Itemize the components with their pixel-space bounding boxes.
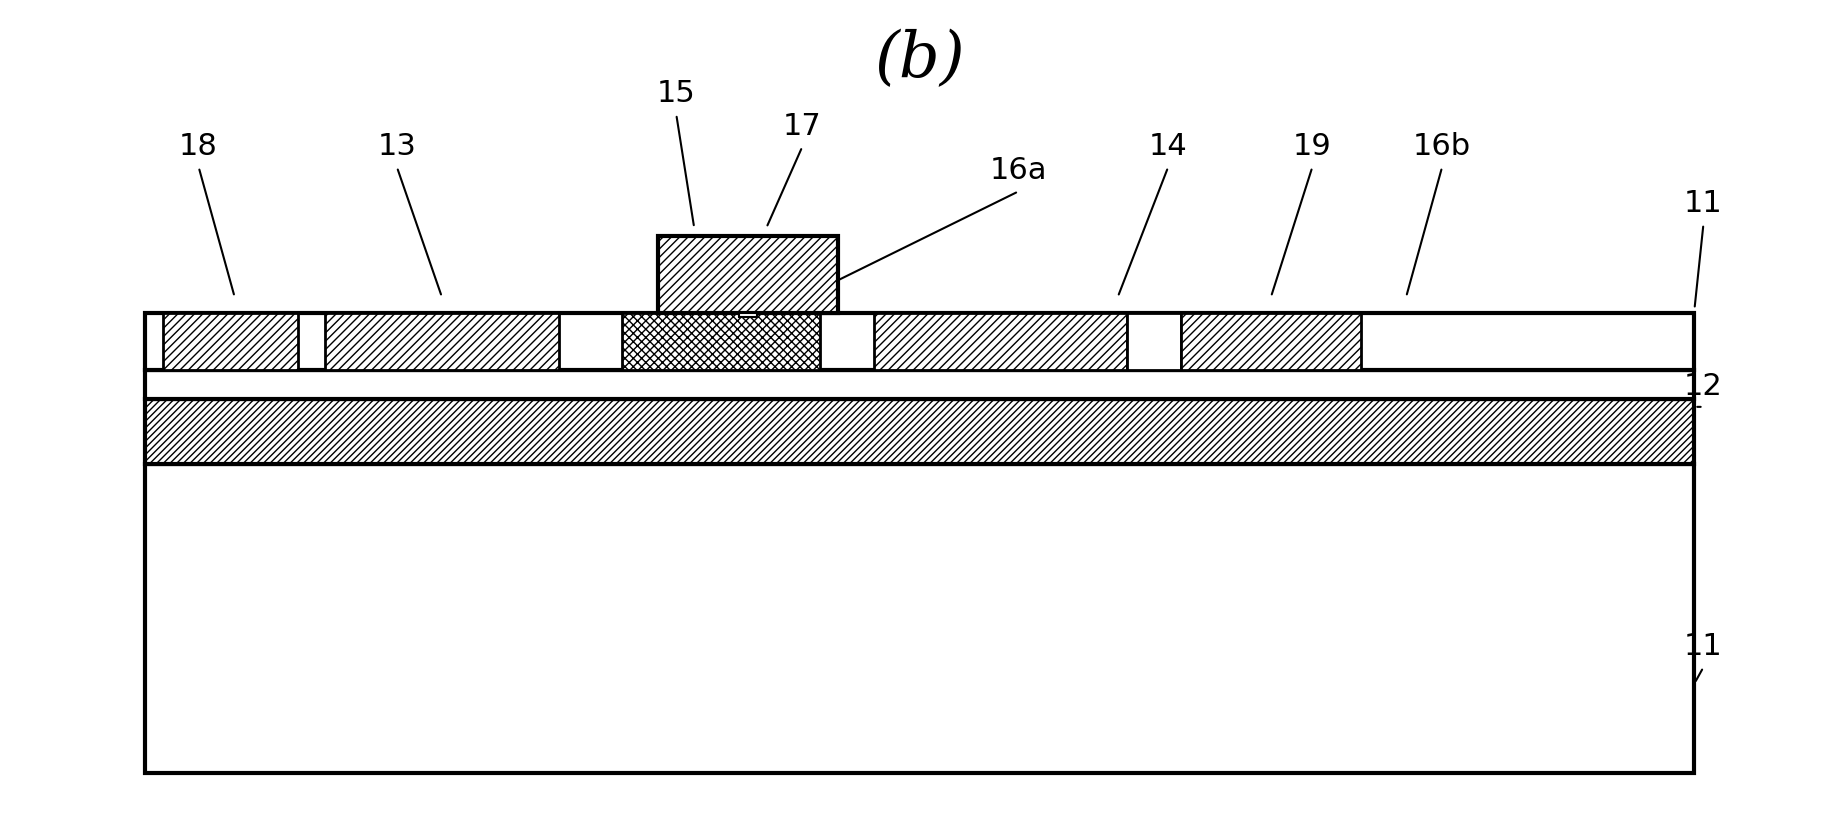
Bar bbox=[145, 464, 1694, 773]
Bar bbox=[739, 313, 758, 317]
Text: 14: 14 bbox=[1149, 132, 1188, 161]
Text: 16a: 16a bbox=[989, 157, 1048, 185]
Bar bbox=[622, 313, 820, 370]
Bar bbox=[1127, 313, 1181, 370]
Text: 16b: 16b bbox=[1412, 132, 1471, 161]
Bar bbox=[145, 398, 1694, 464]
Text: 13: 13 bbox=[377, 132, 416, 161]
Bar bbox=[162, 313, 298, 370]
Text: 18: 18 bbox=[178, 132, 219, 161]
Text: 11: 11 bbox=[1685, 632, 1723, 662]
Bar bbox=[326, 313, 559, 370]
Text: 17: 17 bbox=[783, 112, 822, 141]
Bar bbox=[1181, 313, 1361, 370]
Text: 11: 11 bbox=[1685, 189, 1723, 218]
Bar bbox=[658, 236, 839, 313]
Bar bbox=[145, 370, 1694, 398]
Bar bbox=[145, 313, 1694, 370]
Text: 19: 19 bbox=[1293, 132, 1331, 161]
Text: 12: 12 bbox=[1685, 372, 1723, 401]
Bar bbox=[874, 313, 1127, 370]
Text: 15: 15 bbox=[657, 79, 695, 108]
Text: (b): (b) bbox=[874, 28, 965, 90]
